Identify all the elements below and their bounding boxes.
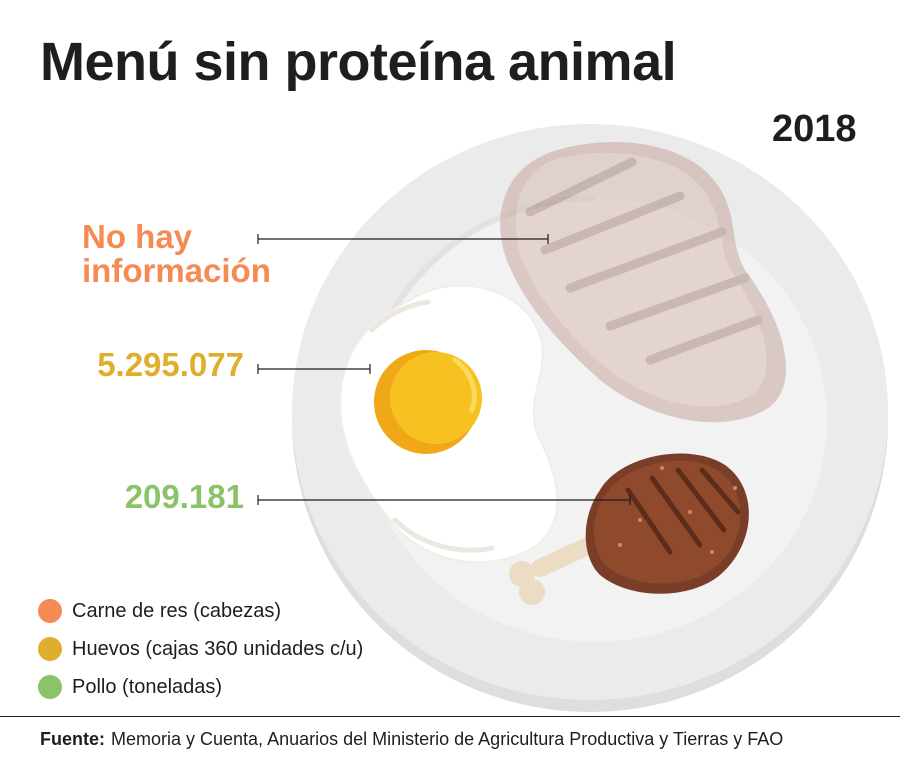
source-label: Fuente: — [40, 729, 105, 749]
legend: Carne de res (cabezas) Huevos (cajas 360… — [38, 592, 363, 706]
source-note: Fuente: Memoria y Cuenta, Anuarios del Mi… — [40, 729, 783, 750]
legend-label: Huevos (cajas 360 unidades c/u) — [72, 637, 364, 660]
footer-divider — [0, 716, 900, 717]
legend-label: Carne de res (cabezas) — [72, 599, 281, 622]
eggs-value: 5.295.077 — [97, 346, 244, 383]
source-text: Memoria y Cuenta, Anuarios del Ministeri… — [111, 729, 784, 749]
leader-lines — [257, 234, 631, 505]
legend-dot-eggs — [38, 637, 62, 661]
beef-value: No hay información — [82, 218, 271, 289]
legend-item-eggs: Huevos (cajas 360 unidades c/u) — [38, 630, 363, 668]
page-title: Menú sin proteína animal — [40, 32, 677, 92]
chicken-leg-icon — [509, 453, 749, 605]
year-label: 2018 — [772, 108, 857, 150]
steak-icon — [500, 141, 787, 423]
legend-item-beef: Carne de res (cabezas) — [38, 592, 363, 630]
legend-dot-beef — [38, 599, 62, 623]
fried-egg-icon — [339, 284, 559, 564]
legend-label: Pollo (toneladas) — [72, 675, 223, 698]
legend-dot-chicken — [38, 675, 62, 699]
legend-item-chicken: Pollo (toneladas) — [38, 668, 363, 706]
chicken-value: 209.181 — [124, 478, 244, 515]
